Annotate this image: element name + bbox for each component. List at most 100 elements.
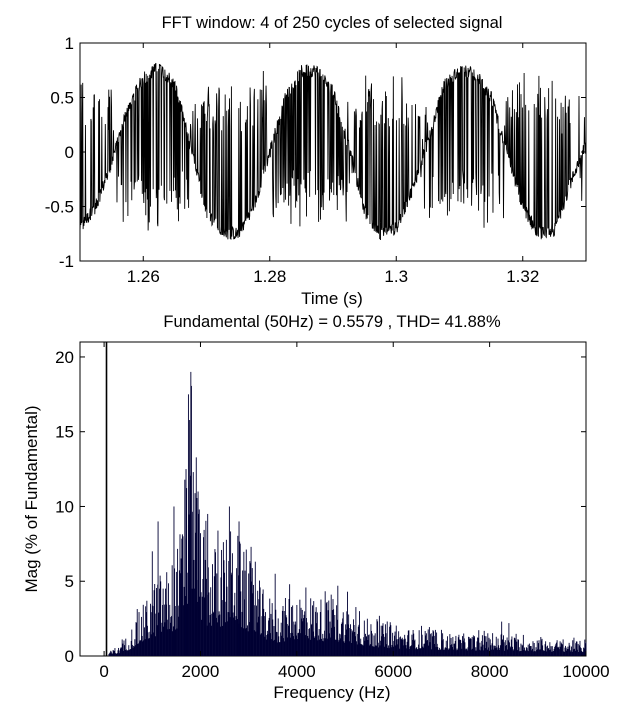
fft-bar bbox=[417, 648, 419, 656]
fft-bar bbox=[151, 612, 153, 656]
fft-bar bbox=[569, 645, 571, 656]
fft-bar bbox=[468, 637, 470, 656]
fft-bar bbox=[422, 646, 424, 656]
fft-bar bbox=[311, 623, 313, 656]
fft-bar bbox=[316, 612, 318, 656]
fft-bar bbox=[166, 572, 168, 656]
fft-bar bbox=[403, 645, 404, 656]
fft-bar bbox=[119, 648, 121, 656]
fft-bar bbox=[540, 637, 542, 656]
fft-bar bbox=[232, 612, 234, 656]
fft-bar bbox=[401, 637, 403, 656]
fft-bar bbox=[459, 639, 461, 656]
fft-bar bbox=[373, 635, 375, 656]
fft-bar bbox=[257, 590, 259, 656]
fft-bar bbox=[343, 641, 345, 656]
fft-bar bbox=[378, 642, 380, 656]
fft-bar bbox=[374, 633, 376, 656]
fft-bar bbox=[325, 638, 327, 656]
fft-bar bbox=[337, 585, 339, 656]
fft-bar bbox=[227, 621, 229, 656]
fft-bar bbox=[324, 591, 326, 656]
fft-bar bbox=[228, 506, 230, 656]
fft-bar bbox=[443, 649, 445, 656]
fft-bar bbox=[418, 644, 419, 656]
fft-bar bbox=[163, 626, 165, 656]
fft-bar bbox=[251, 581, 253, 656]
fft-bar bbox=[142, 641, 144, 656]
fft-bar bbox=[186, 488, 188, 656]
fft-bar bbox=[290, 632, 292, 656]
fft-bar bbox=[355, 607, 357, 656]
fft-bar bbox=[504, 640, 506, 656]
fft-bar bbox=[248, 573, 250, 656]
fft-bar bbox=[463, 638, 465, 656]
fft-bar bbox=[152, 606, 154, 656]
fft-bar bbox=[230, 574, 232, 656]
fft-bar bbox=[344, 635, 346, 656]
fft-bar bbox=[515, 639, 516, 656]
fft-bar bbox=[377, 621, 379, 656]
fft-bar bbox=[422, 647, 424, 656]
fft-bar bbox=[193, 559, 195, 656]
fft-bar bbox=[195, 457, 197, 656]
fft-bar bbox=[392, 632, 394, 656]
fft-bar bbox=[125, 649, 127, 656]
fft-bar bbox=[257, 616, 259, 656]
fft-bar bbox=[576, 641, 578, 656]
fft-bar bbox=[480, 646, 482, 656]
fft-bar bbox=[324, 630, 326, 656]
fft-bar bbox=[492, 633, 494, 656]
time-y-tick-label: -0.5 bbox=[45, 198, 74, 217]
fft-bar bbox=[346, 611, 348, 656]
fft-bar bbox=[418, 630, 420, 656]
fft-chart-x-ticks: 0 2000 4000 6000 8000 10000 bbox=[99, 342, 610, 681]
fft-bar bbox=[572, 640, 574, 656]
fft-y-tick-label: 0 bbox=[65, 647, 74, 666]
fft-bar bbox=[487, 633, 489, 656]
fft-bar bbox=[177, 616, 179, 656]
fft-bar bbox=[144, 639, 146, 656]
fft-bar bbox=[237, 575, 239, 656]
fft-bar bbox=[325, 603, 327, 656]
fft-bar bbox=[171, 565, 173, 656]
fft-bar bbox=[456, 650, 457, 656]
fft-bar bbox=[428, 627, 430, 656]
fft-bar bbox=[481, 640, 483, 656]
fft-bar bbox=[188, 514, 190, 656]
fft-bar bbox=[582, 652, 584, 656]
fft-bar bbox=[504, 650, 506, 656]
fft-bar bbox=[448, 649, 450, 656]
fft-bar bbox=[394, 631, 396, 656]
fft-bar bbox=[160, 581, 162, 656]
fft-bar bbox=[544, 644, 546, 656]
fft-bar bbox=[458, 634, 460, 656]
fft-bar bbox=[233, 617, 235, 656]
fft-bar bbox=[577, 643, 579, 656]
fft-bar bbox=[312, 631, 314, 656]
fft-bar bbox=[449, 634, 451, 656]
fft-bar bbox=[268, 617, 270, 656]
fft-bar bbox=[319, 639, 321, 656]
fft-bar bbox=[371, 633, 373, 656]
fft-bar bbox=[294, 624, 296, 656]
fft-bar bbox=[137, 643, 139, 656]
fft-bar bbox=[194, 588, 195, 656]
fft-bar bbox=[539, 649, 541, 656]
fft-bar bbox=[388, 648, 390, 656]
fft-bar bbox=[238, 521, 240, 656]
fft-bar bbox=[154, 636, 156, 656]
fft-bar bbox=[113, 650, 115, 656]
fft-bar bbox=[189, 475, 191, 656]
fft-bar bbox=[216, 573, 218, 656]
fft-bar bbox=[341, 622, 343, 656]
fft-bar bbox=[162, 588, 164, 656]
fft-bar bbox=[139, 639, 141, 656]
fft-bar bbox=[250, 563, 251, 656]
fft-bar bbox=[477, 637, 479, 656]
fft-bar bbox=[128, 649, 130, 656]
fft-bar bbox=[509, 642, 510, 656]
fft-bar bbox=[254, 561, 256, 656]
fft-bar bbox=[116, 653, 118, 656]
fft-bar bbox=[109, 652, 111, 656]
